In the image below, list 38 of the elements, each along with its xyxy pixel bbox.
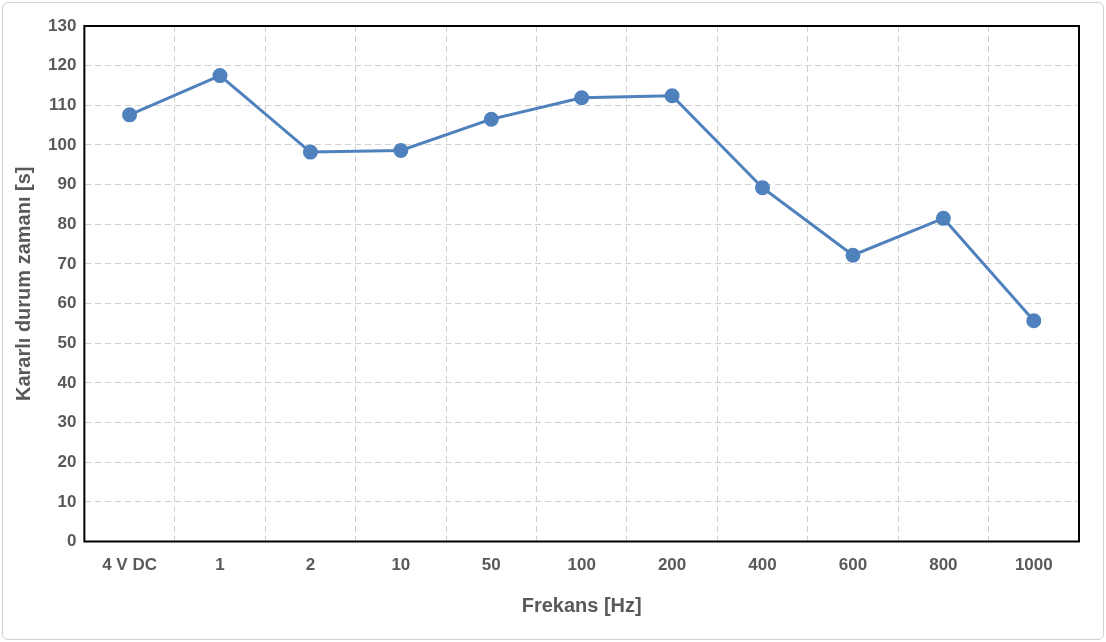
point xyxy=(122,107,138,123)
point xyxy=(845,247,861,263)
point xyxy=(1026,313,1042,329)
x-tick-label: 800 xyxy=(929,555,958,575)
point xyxy=(664,88,680,104)
y-tick-label: 130 xyxy=(47,15,77,35)
x-tick-label: 600 xyxy=(838,555,868,575)
y-tick-label: 80 xyxy=(57,214,77,233)
y-tick-label: 60 xyxy=(57,293,77,313)
y-tick-label: 0 xyxy=(66,531,77,551)
y-tick-label: 30 xyxy=(57,412,77,432)
x-tick-label: 1 xyxy=(215,555,225,575)
y-tick-label: 90 xyxy=(57,174,77,194)
x-tick-label: 200 xyxy=(657,555,687,575)
y-tick-label: 20 xyxy=(57,451,77,471)
y-tick-label: 70 xyxy=(57,253,77,273)
point xyxy=(393,143,409,159)
y-tick-label: 120 xyxy=(47,55,77,75)
y-tick-label: 40 xyxy=(57,372,77,392)
y-axis-title: Kararlı durum zamanı [s] xyxy=(11,166,34,402)
point xyxy=(935,210,951,226)
point xyxy=(483,111,499,127)
x-tick-label: 2 xyxy=(305,555,316,575)
y-tick-label: 100 xyxy=(47,134,77,154)
y-tick-label: 110 xyxy=(48,95,77,115)
x-tick-label: 10 xyxy=(391,555,411,575)
x-tick-label: 4 V DC xyxy=(102,555,157,575)
x-tick-label: 1000 xyxy=(1014,555,1053,575)
x-tick-label: 400 xyxy=(748,555,777,575)
point xyxy=(755,180,771,196)
x-tick-label: 50 xyxy=(481,555,501,575)
y-tick-label: 50 xyxy=(57,332,77,352)
x-tick-label: 100 xyxy=(567,555,596,575)
point xyxy=(574,90,590,106)
point xyxy=(302,144,318,160)
x-axis-title: Frekans [Hz] xyxy=(521,593,642,616)
y-tick-label: 10 xyxy=(57,491,77,511)
point xyxy=(212,68,228,84)
